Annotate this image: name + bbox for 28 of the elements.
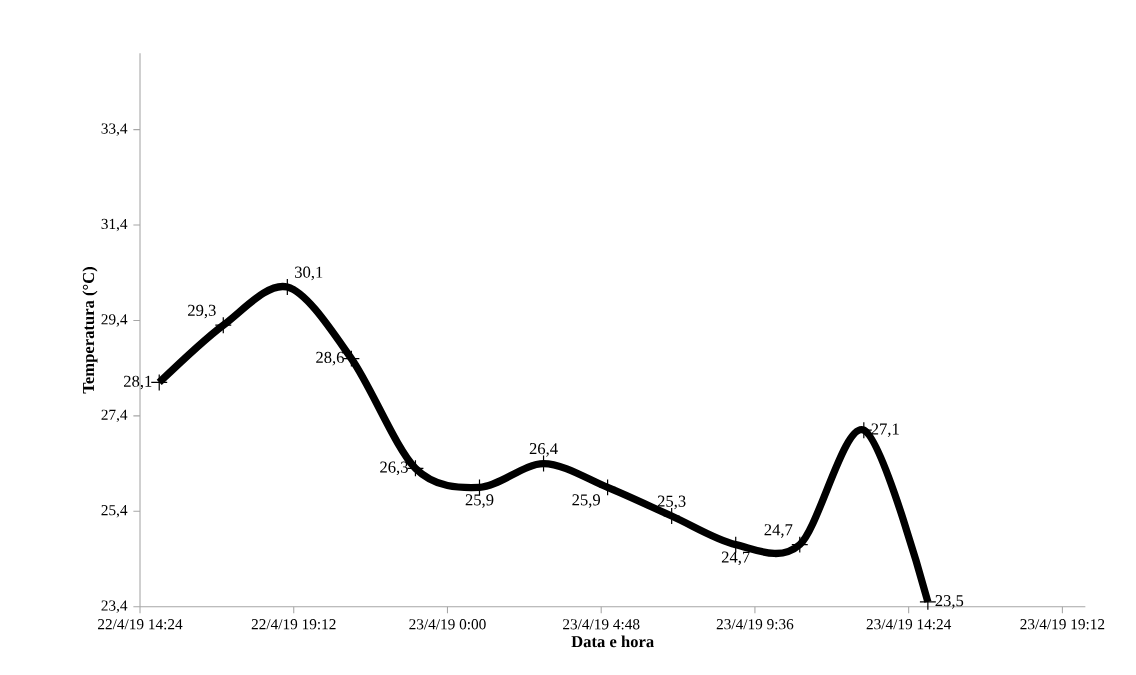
x-tick-label: 23/4/19 9:36 bbox=[716, 619, 794, 630]
data-label: 27,1 bbox=[871, 423, 899, 438]
data-label: 24,7 bbox=[764, 524, 793, 538]
data-label: 24,7 bbox=[721, 551, 750, 566]
y-tick-label: 31,4 bbox=[101, 219, 128, 232]
data-label: 30,1 bbox=[295, 266, 323, 281]
data-label: 25,9 bbox=[572, 494, 601, 509]
x-tick-label: 23/4/19 4:48 bbox=[563, 619, 640, 630]
data-label: 28,6 bbox=[316, 351, 344, 366]
data-label: 25,3 bbox=[657, 495, 686, 510]
y-tick-label: 27,4 bbox=[101, 409, 128, 423]
data-label: 28,1 bbox=[123, 375, 152, 390]
x-tick-label: 22/4/19 14:24 bbox=[98, 619, 183, 630]
data-label: 23,5 bbox=[935, 595, 964, 609]
data-label: 29,3 bbox=[188, 304, 216, 319]
y-axis-title: Temperatura (°C) bbox=[82, 267, 98, 394]
data-label: 26,4 bbox=[529, 443, 558, 457]
x-axis-title: Data e hora bbox=[571, 635, 654, 648]
x-tick-label: 23/4/19 19:12 bbox=[1020, 619, 1105, 630]
data-label: 26,3 bbox=[380, 461, 408, 476]
x-tick-label: 22/4/19 19:12 bbox=[251, 619, 336, 630]
y-tick-label: 33,4 bbox=[101, 123, 128, 137]
data-label: 25,9 bbox=[465, 494, 494, 509]
y-tick-label: 23,4 bbox=[101, 600, 128, 614]
y-tick-label: 25,4 bbox=[101, 505, 128, 518]
x-tick-label: 23/4/19 0:00 bbox=[409, 619, 486, 630]
x-tick-label: 23/4/19 14:24 bbox=[866, 619, 952, 630]
y-tick-label: 29,4 bbox=[101, 314, 128, 327]
